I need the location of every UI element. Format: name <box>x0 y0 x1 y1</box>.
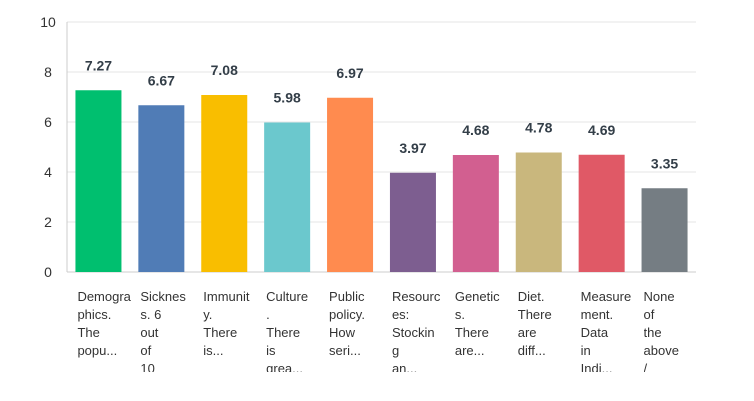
bar <box>75 90 122 272</box>
y-tick-label: 10 <box>40 14 56 30</box>
bar <box>201 95 248 272</box>
data-label: 3.35 <box>651 155 678 171</box>
data-label: 7.27 <box>85 57 112 73</box>
category-label: Measure ment. Data in Indi... <box>580 289 632 372</box>
category-label: Sicknes s. 6 out of 10 <box>140 289 186 372</box>
data-label: 6.67 <box>148 72 175 88</box>
data-label: 6.97 <box>336 65 363 81</box>
category-label: Public policy. How seri... <box>329 289 365 358</box>
bar <box>641 188 688 272</box>
y-tick-label: 8 <box>44 64 52 80</box>
bar <box>389 172 436 272</box>
bar <box>327 97 374 272</box>
data-label: 4.78 <box>525 120 552 136</box>
category-label: Resourc es: Stockin g an... <box>391 289 441 372</box>
data-label: 7.08 <box>211 62 238 78</box>
data-label: 4.68 <box>462 122 489 138</box>
y-axis-ticks: 0 2 4 6 8 10 <box>40 14 56 280</box>
bar <box>515 152 562 272</box>
category-label: Demogra phics. The popu... <box>77 289 131 358</box>
y-tick-label: 6 <box>44 114 52 130</box>
category-label: None of the above / <box>643 289 679 372</box>
category-label: Diet. There are diff... <box>517 289 552 358</box>
data-label: 4.69 <box>588 122 615 138</box>
category-label: Culture . There is grea... <box>266 289 309 372</box>
y-tick-label: 2 <box>44 214 52 230</box>
data-label: 5.98 <box>274 90 301 106</box>
bar <box>452 155 499 272</box>
category-label: Genetic s. There are... <box>454 289 500 358</box>
bar <box>578 154 625 272</box>
y-tick-label: 0 <box>44 264 52 280</box>
bar <box>138 105 185 272</box>
bar <box>264 122 311 272</box>
data-label: 3.97 <box>399 140 426 156</box>
bars <box>75 90 688 272</box>
y-tick-label: 4 <box>44 164 52 180</box>
data-labels: 7.27 6.67 7.08 5.98 6.97 3.97 4.68 4.78 4.69 3.35 <box>85 57 679 171</box>
category-label: Immunit y. There is... <box>203 289 250 358</box>
